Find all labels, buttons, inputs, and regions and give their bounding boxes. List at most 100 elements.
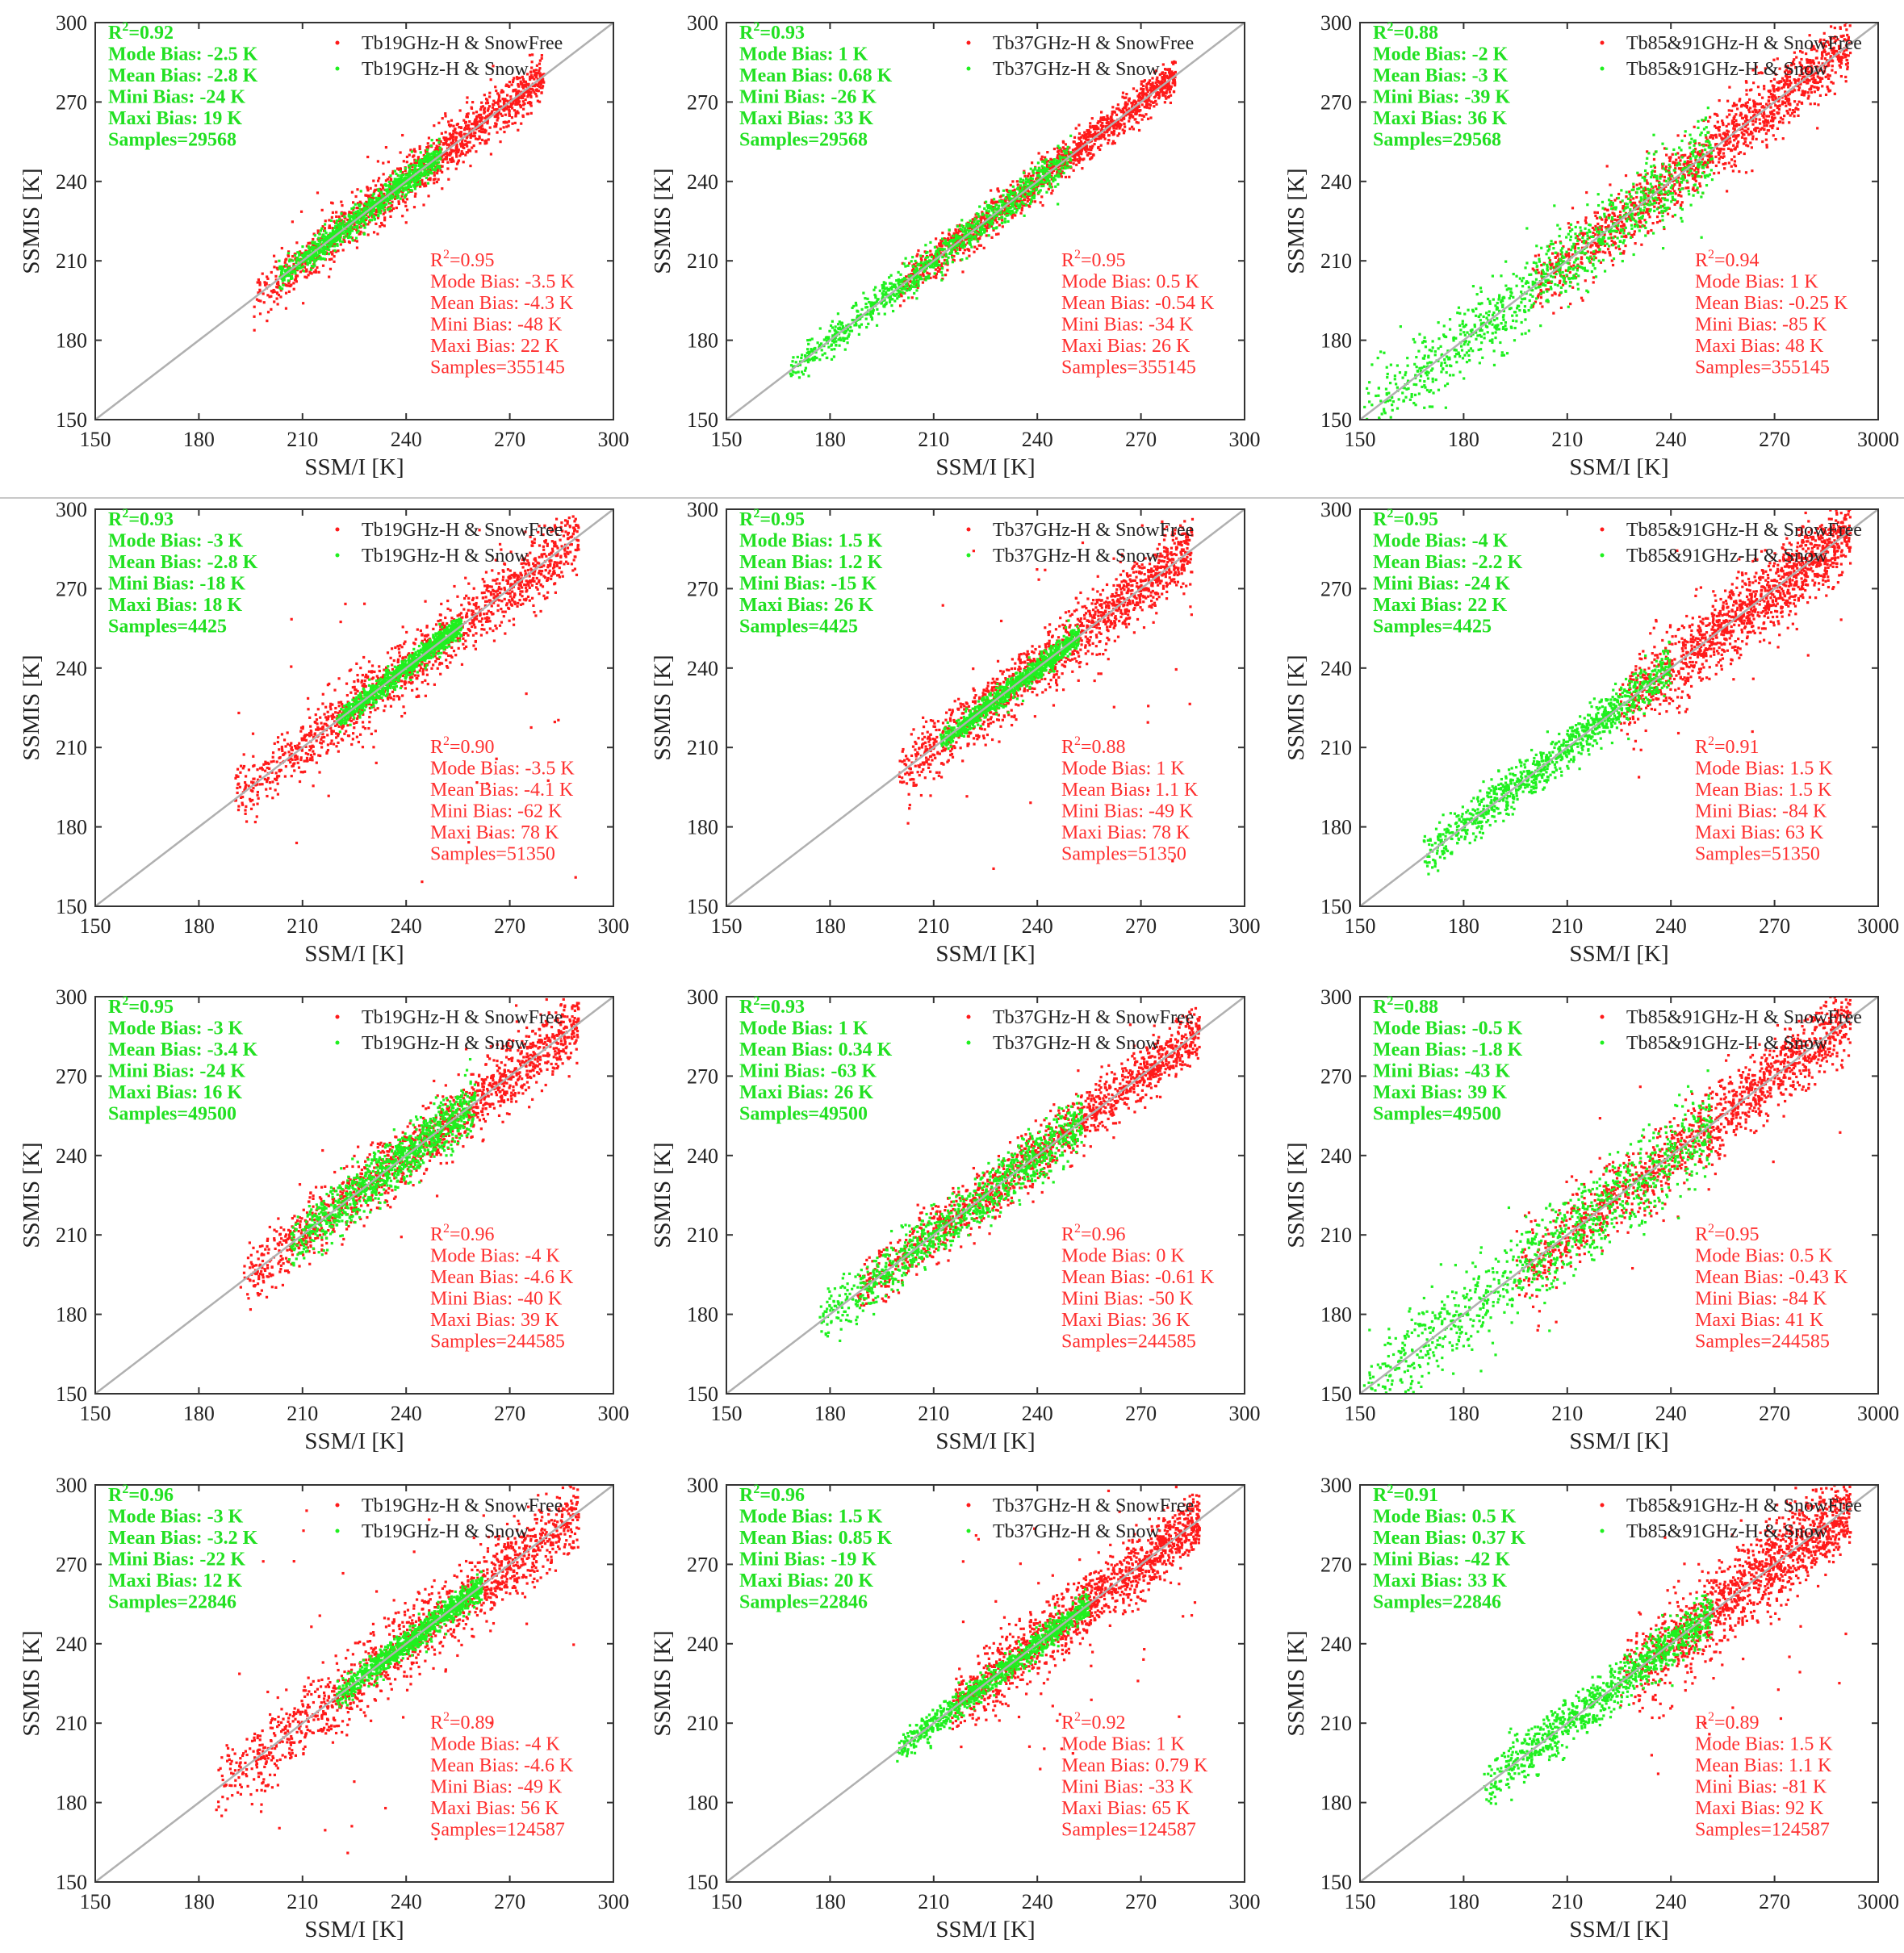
scatter-point [330, 245, 334, 248]
scatter-point [1149, 86, 1153, 90]
scatter-point [1789, 68, 1793, 71]
scatter-point [354, 203, 357, 206]
scatter-point [862, 291, 865, 295]
scatter-point [413, 166, 417, 170]
scatter-point [1036, 161, 1040, 165]
snow-stat-mean: Mean Bias: -2.8 K [108, 65, 258, 86]
scatter-point [919, 254, 923, 257]
scatter-point [491, 110, 494, 113]
scatter-point [856, 315, 860, 318]
scatter-point [973, 217, 977, 220]
scatter-point [395, 167, 400, 170]
scatter-point [413, 150, 417, 153]
scatter-point [1031, 195, 1034, 199]
scatter-point [1091, 135, 1095, 138]
scatter-point [367, 215, 370, 219]
scatter-point [962, 252, 965, 255]
scatter-point [880, 302, 883, 305]
scatter-point [516, 102, 519, 106]
scatter-point [1078, 132, 1082, 136]
scatter-point [1026, 199, 1029, 203]
scatter-point [1737, 152, 1740, 155]
scatter-point [1051, 171, 1054, 174]
scatter-point [1109, 119, 1113, 123]
scatter-point [381, 186, 385, 190]
scatter-point [893, 294, 897, 297]
scatter-point [1119, 111, 1124, 114]
scatter-point [889, 286, 893, 290]
scatter-point [874, 286, 877, 289]
scatter-point [369, 186, 372, 190]
scatter-point [1027, 178, 1031, 182]
scatter-point [512, 89, 515, 92]
scatter-point [440, 132, 443, 135]
scatter-point [1107, 141, 1110, 145]
scatter-point [946, 260, 949, 264]
scatter-point [961, 244, 965, 247]
scatter-point [1024, 187, 1027, 190]
scatter-point [1110, 131, 1113, 135]
scatter-point [1073, 148, 1077, 151]
scatter-point [1152, 89, 1155, 92]
scatter-point [521, 75, 524, 79]
scatter-point [986, 211, 990, 215]
scatter-point [939, 270, 944, 274]
scatter-point [352, 201, 355, 204]
scatter-point [445, 157, 448, 161]
scatter-point [458, 133, 462, 136]
scatter-point [329, 236, 333, 239]
scatter-point [303, 253, 307, 257]
scatter-point [432, 164, 435, 168]
scatter-point [432, 153, 436, 156]
scatter-point [1065, 148, 1069, 152]
scatter-point [422, 161, 425, 165]
scatter-point [538, 73, 542, 77]
scatter-point [937, 253, 941, 257]
scatter-point [1087, 129, 1090, 132]
scatter-point [425, 148, 429, 152]
scatter-point [1162, 84, 1166, 87]
scatter-point [885, 286, 889, 290]
scatter-point [847, 332, 851, 336]
scatter-point [270, 290, 274, 293]
scatter-point [312, 243, 316, 246]
x-tick-label: 270 [494, 428, 525, 451]
scatter-point [944, 253, 948, 256]
scatter-point [304, 249, 308, 253]
scatter-point [412, 148, 416, 151]
snow-r2: R2=0.92 [108, 20, 174, 44]
scatter-point [317, 270, 320, 274]
scatter-point [284, 283, 288, 287]
scatter-point [475, 115, 479, 118]
y-tick-label: 150 [56, 408, 87, 432]
scatter-point [397, 200, 400, 203]
scatter-point [1052, 147, 1057, 151]
scatter-point [803, 369, 807, 372]
scatter-point [1157, 85, 1161, 88]
scatter-point [979, 244, 983, 247]
scatter-point [918, 263, 921, 266]
scatter-point [1167, 68, 1170, 71]
scatter-point [973, 224, 976, 228]
scatter-point [287, 279, 290, 282]
scatter-point [437, 178, 440, 181]
scatter-point [1138, 109, 1141, 112]
scatter-point [486, 98, 489, 102]
scatter-point [873, 302, 877, 306]
scatter-point [918, 278, 922, 281]
scatter-point [846, 341, 849, 345]
scatter-point [382, 194, 385, 198]
scatter-point [350, 220, 354, 223]
scatter-point [484, 98, 488, 101]
scatter-point [919, 274, 922, 277]
scatter-point [301, 245, 304, 249]
scatter-point [526, 101, 530, 105]
scatter-point [1096, 121, 1099, 125]
scatter-point [932, 266, 935, 269]
scatter-point [1135, 108, 1138, 111]
scatter-point [1604, 240, 1607, 243]
scatter-point [872, 288, 876, 291]
scatter-point [283, 261, 287, 264]
scatter-point [397, 174, 400, 177]
